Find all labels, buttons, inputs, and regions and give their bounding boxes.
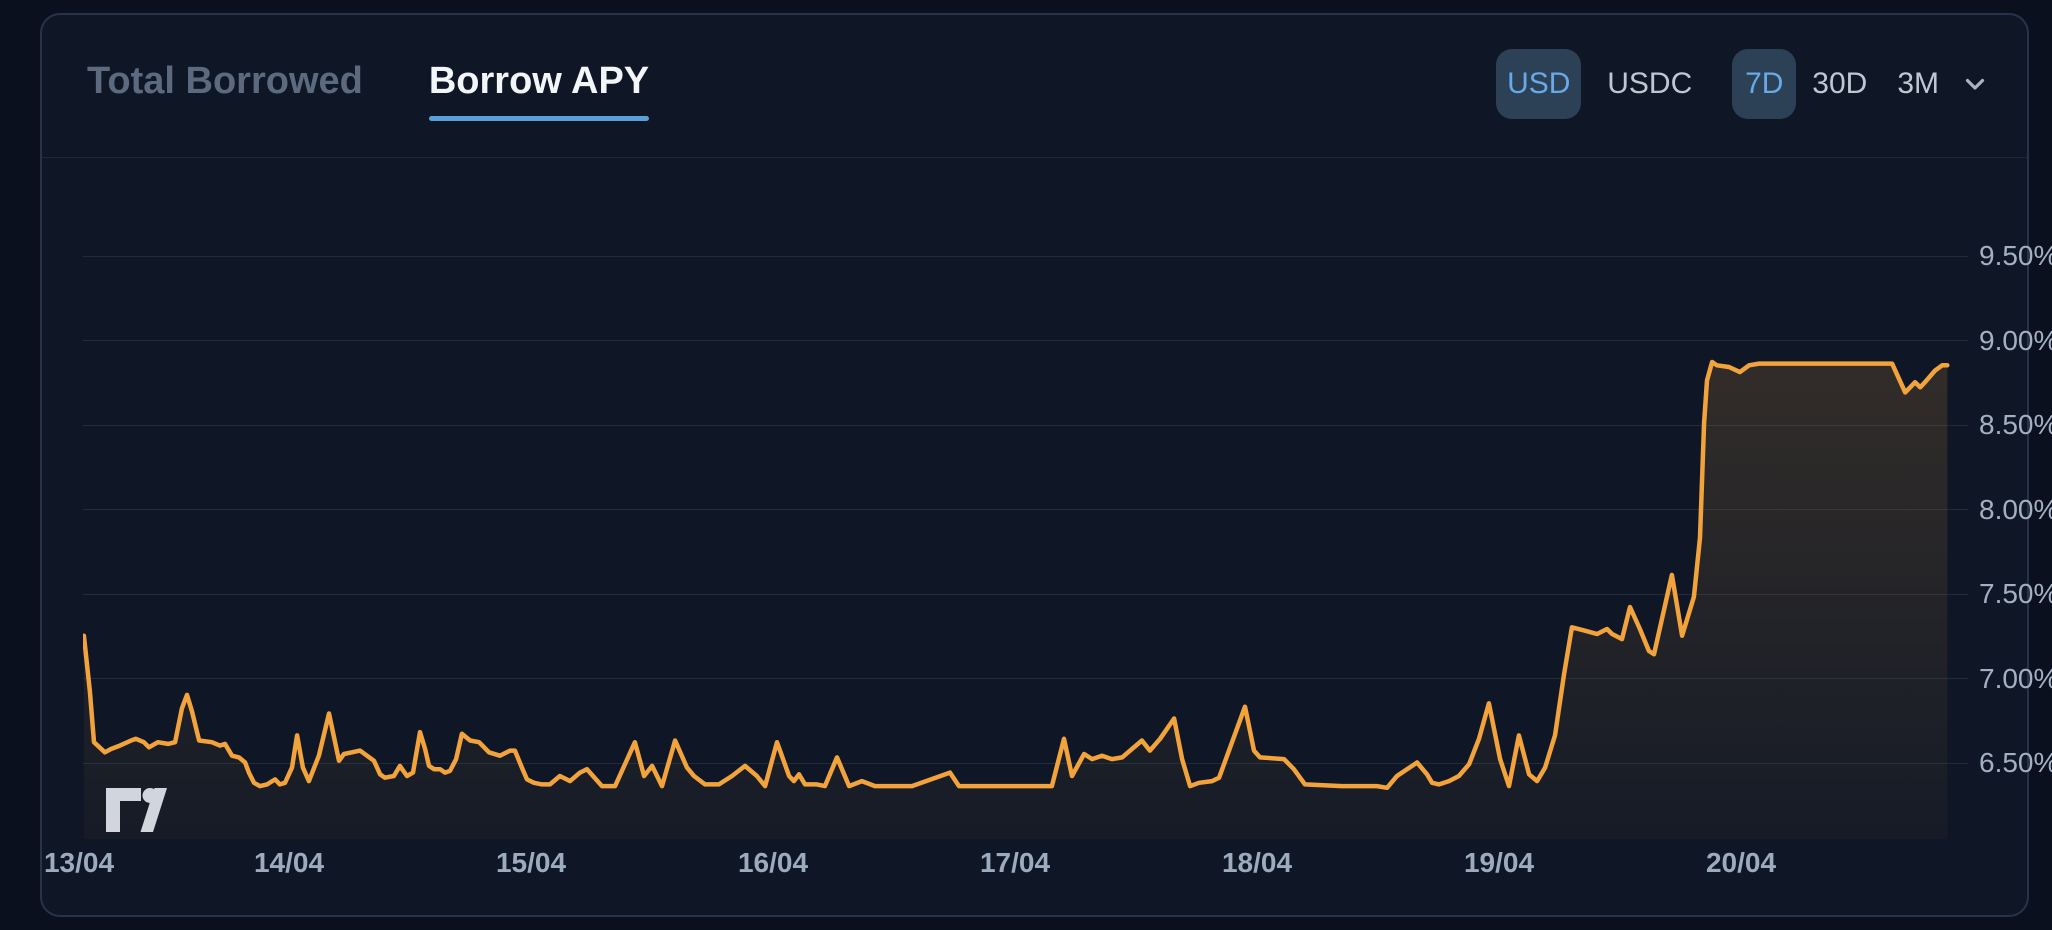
- range-7d-button[interactable]: 7D: [1732, 49, 1797, 119]
- tradingview-logo[interactable]: [105, 787, 167, 838]
- y-axis-label: 9.50%: [1979, 240, 2052, 271]
- gridline-7.50%: [83, 593, 1968, 595]
- x-axis-label: 15/04: [495, 847, 567, 878]
- gridline-7.00%: [83, 678, 1968, 679]
- tab-bar: Total Borrowed Borrow APY: [54, 59, 682, 121]
- currency-usd-button[interactable]: USD: [1496, 49, 1582, 119]
- chart-card: Total Borrowed Borrow APY USD USDC 7D 30…: [40, 13, 2052, 917]
- x-axis-label: 17/04: [979, 847, 1051, 878]
- x-axis-label: 16/04: [737, 847, 809, 878]
- y-axis-label: 9.00%: [1979, 324, 2052, 356]
- x-axis-label: 13/04: [43, 847, 115, 878]
- apy-line: [83, 359, 1950, 791]
- x-axis-label: 20/04: [1705, 847, 1777, 878]
- gridline-9.50%: [83, 255, 1968, 257]
- range-3m-button[interactable]: 3M: [1897, 49, 1939, 119]
- y-axis-label: 6.50%: [1979, 747, 2052, 778]
- tab-total-borrowed-label: Total Borrowed: [87, 60, 363, 102]
- chevron-down-icon[interactable]: [1965, 78, 1985, 91]
- currency-usdc-button[interactable]: USDC: [1607, 49, 1692, 119]
- x-axis-label: 14/04: [253, 847, 325, 878]
- tab-borrow-apy-label: Borrow APY: [428, 60, 650, 102]
- area-fill: [83, 362, 1948, 839]
- range-30d-button[interactable]: 30D: [1812, 49, 1867, 119]
- y-axis-label: 8.50%: [1979, 409, 2052, 440]
- gridline-8.50%: [83, 424, 1968, 426]
- x-axis-label: 19/04: [1463, 847, 1535, 878]
- tab-borrow-apy[interactable]: Borrow APY: [396, 59, 682, 121]
- tab-underline: [428, 116, 650, 121]
- y-axis-label: 7.00%: [1979, 662, 2052, 694]
- gridline-8.00%: [83, 509, 1968, 510]
- chart-controls: USD USDC 7D 30D 3M: [1496, 49, 1985, 119]
- x-axis-label: 18/04: [1221, 847, 1293, 878]
- y-axis-label: 7.50%: [1979, 578, 2052, 609]
- gridline-9.00%: [83, 340, 1968, 341]
- gridline-6.50%: [83, 762, 1968, 764]
- y-axis-label: 8.00%: [1979, 493, 2052, 525]
- apy-line-chart[interactable]: [83, 171, 2052, 839]
- tab-total-borrowed[interactable]: Total Borrowed: [54, 59, 396, 121]
- card-header: Total Borrowed Borrow APY USD USDC 7D 30…: [42, 15, 2027, 158]
